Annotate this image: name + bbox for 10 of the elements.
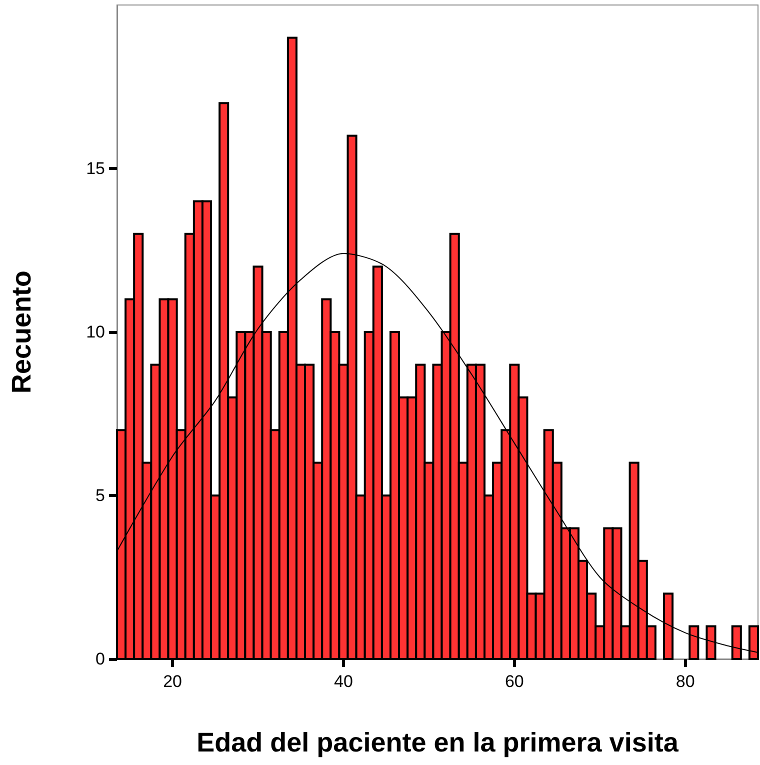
y-tick-label: 10 (86, 322, 105, 342)
x-tick-label: 40 (334, 672, 353, 691)
x-axis-title: Edad del paciente en la primera visita (196, 728, 680, 758)
x-tick-label: 60 (504, 672, 524, 691)
y-axis-title: Recuento (6, 270, 36, 394)
x-tick-label: 80 (676, 672, 695, 691)
y-tick-label: 5 (96, 486, 105, 505)
x-tick-label: 20 (163, 672, 182, 691)
y-tick-label: 0 (96, 650, 105, 668)
y-tick-label: 15 (86, 159, 105, 178)
